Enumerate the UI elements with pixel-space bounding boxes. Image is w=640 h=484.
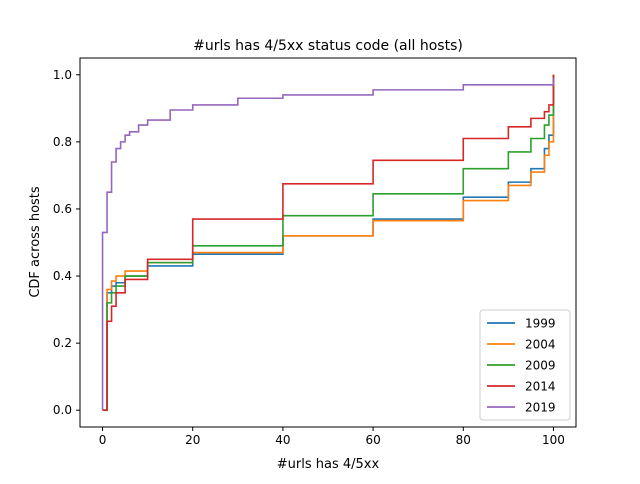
y-tick-label: 0.4: [53, 269, 72, 283]
y-tick-label: 0.8: [53, 135, 72, 149]
series-line-2019: [101, 78, 555, 411]
legend-label-2009: 2009: [525, 359, 556, 373]
x-tick-label: 20: [185, 433, 200, 447]
x-axis: 0 20 40 60 80 100: [99, 427, 565, 447]
y-axis-label: CDF across hosts: [28, 186, 43, 298]
legend-label-2004: 2004: [525, 338, 556, 352]
y-tick-label: 0.6: [53, 202, 72, 216]
chart-title: #urls has 4/5xx status code (all hosts): [193, 38, 463, 54]
x-tick-label: 60: [365, 433, 380, 447]
plot-area: [101, 74, 555, 412]
x-tick-label: 40: [275, 433, 290, 447]
x-tick-label: 0: [99, 433, 107, 447]
y-tick-label: 1.0: [53, 68, 72, 82]
y-axis: 0.0 0.2 0.4 0.6 0.8 1.0: [53, 68, 80, 417]
x-tick-label: 100: [542, 433, 565, 447]
x-tick-label: 80: [456, 433, 471, 447]
y-tick-label: 0.0: [53, 403, 72, 417]
series-line-2014: [102, 74, 555, 412]
plot-frame: [79, 57, 577, 428]
legend-label-2019: 2019: [525, 401, 556, 415]
legend-box: [479, 309, 571, 421]
y-tick-label: 0.2: [53, 336, 72, 350]
x-axis-label: #urls has 4/5xx: [277, 457, 380, 472]
legend-label-1999: 1999: [525, 317, 556, 331]
legend-label-2014: 2014: [525, 380, 556, 394]
legend: 1999 2004 2009 2014 2019: [479, 309, 571, 421]
